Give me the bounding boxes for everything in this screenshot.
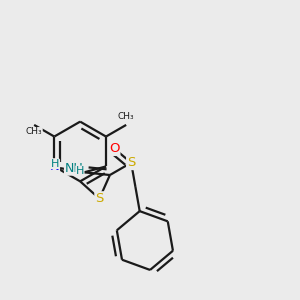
Text: S: S <box>127 156 135 169</box>
Text: H: H <box>76 166 84 176</box>
Text: CH₃: CH₃ <box>26 127 43 136</box>
Text: NH: NH <box>64 162 83 175</box>
Text: H: H <box>50 159 59 169</box>
Text: S: S <box>95 192 103 205</box>
Text: N: N <box>50 160 59 173</box>
Text: CH₃: CH₃ <box>118 112 134 122</box>
Text: O: O <box>109 142 120 155</box>
